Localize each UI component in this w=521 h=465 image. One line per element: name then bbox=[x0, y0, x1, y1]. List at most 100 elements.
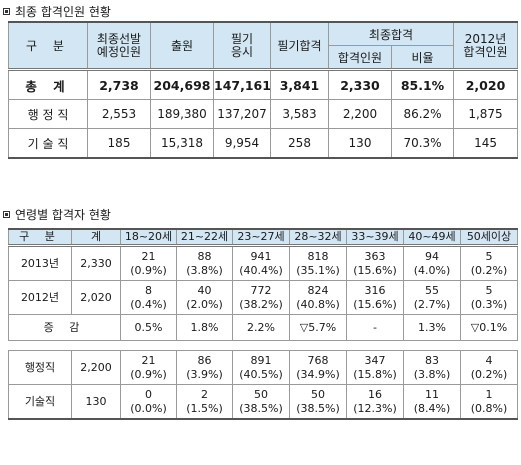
table-subheader-row: 합격인원 비율 bbox=[9, 45, 518, 70]
table-cell: 2,200 bbox=[328, 99, 392, 129]
table-cell: 316 (15.6%) bbox=[346, 280, 404, 315]
row-label: 총 계 bbox=[8, 68, 88, 100]
table-cell: 94 (4.0%) bbox=[403, 244, 461, 281]
table-cell: 891 (40.5%) bbox=[232, 350, 290, 385]
table-cell: 130 bbox=[71, 384, 121, 420]
table-cell: 1.3% bbox=[403, 314, 461, 341]
header-age-33-39: 33~39세 bbox=[346, 228, 404, 246]
table-row-2012: 2012년 2,020 8 (0.4%) 40 (2.0%) 772 (38.2%) … bbox=[8, 280, 518, 315]
header-applicants: 출원 bbox=[150, 21, 214, 70]
table-cell: 347 (15.8%) bbox=[346, 350, 404, 385]
row-label: 2012년 bbox=[8, 280, 72, 315]
header-total: 계 bbox=[71, 228, 121, 246]
section-title-text: 연령별 합격자 현황 bbox=[15, 208, 111, 222]
table-cell: 130 bbox=[328, 128, 392, 159]
header-age-18-20: 18~20세 bbox=[120, 228, 177, 246]
table-cell: 772 (38.2%) bbox=[232, 280, 290, 315]
table-cell: 1 (0.8%) bbox=[460, 384, 518, 420]
table-cell: - bbox=[346, 314, 404, 341]
table-cell: 145 bbox=[453, 128, 519, 159]
table-cell: 88 (3.8%) bbox=[176, 244, 233, 281]
table-cell: 4 (0.2%) bbox=[460, 350, 518, 385]
table-cell: 5 (0.3%) bbox=[460, 280, 518, 315]
section-title-text: 최종 합격인원 현황 bbox=[15, 5, 111, 19]
header-category: 구 분 bbox=[8, 228, 72, 246]
header-category: 구 분 bbox=[8, 21, 88, 70]
table-row-admin: 행 정 직 2,553 189,380 137,207 3,583 2,200 … bbox=[8, 99, 519, 129]
table-cell: 189,380 bbox=[150, 99, 214, 129]
table-cell: 2,200 bbox=[71, 350, 121, 385]
header-age-50-plus: 50세이상 bbox=[460, 228, 518, 246]
table-cell: 55 (2.7%) bbox=[403, 280, 461, 315]
row-label: 2013년 bbox=[8, 244, 72, 281]
table-row-tech: 기 술 직 185 15,318 9,954 258 130 70.3% 145 bbox=[8, 128, 519, 159]
table-cell: 9,954 bbox=[213, 128, 271, 159]
table-cell: 1.8% bbox=[176, 314, 233, 341]
table-cell: 86 (3.9%) bbox=[176, 350, 233, 385]
table-header-row: 구 분 계 18~20세 21~22세 23~27세 28~32세 33~39세… bbox=[8, 228, 518, 246]
row-label: 기술직 bbox=[8, 384, 72, 420]
table-cell: 2,020 bbox=[71, 280, 121, 315]
table-cell: 2,330 bbox=[328, 68, 392, 100]
table-cell: 40 (2.0%) bbox=[176, 280, 233, 315]
table-cell: 818 (35.1%) bbox=[289, 244, 347, 281]
table-cell: 363 (15.6%) bbox=[346, 244, 404, 281]
spacer bbox=[8, 340, 518, 351]
table-cell: 50 (38.5%) bbox=[289, 384, 347, 420]
table-cell: 147,161 bbox=[213, 68, 271, 100]
table-cell: ▽5.7% bbox=[289, 314, 347, 341]
row-label: 증 감 bbox=[8, 314, 121, 341]
header-written-pass: 필기합격 bbox=[270, 21, 329, 70]
header-final-ratio: 비율 bbox=[390, 45, 455, 70]
table-cell: 11 (8.4%) bbox=[403, 384, 461, 420]
table-row-tech: 기술직 130 0 (0.0%) 2 (1.5%) 50 (38.5%) 50 (38.… bbox=[8, 384, 518, 420]
table-cell: 1,875 bbox=[453, 99, 519, 129]
table-cell: 941 (40.4%) bbox=[232, 244, 290, 281]
table-cell: 0.5% bbox=[120, 314, 177, 341]
final-pass-table: 구 분 최종선발 예정인원 출원 필기 응시 필기합격 최종합격 2012년 합… bbox=[8, 21, 519, 159]
section-title-age: 연령별 합격자 현황 bbox=[3, 206, 111, 223]
table-cell: 0 (0.0%) bbox=[120, 384, 177, 420]
table-cell: 50 (38.5%) bbox=[232, 384, 290, 420]
header-age-40-49: 40~49세 bbox=[403, 228, 461, 246]
table-cell: 21 (0.9%) bbox=[120, 244, 177, 281]
table-cell: 185 bbox=[87, 128, 151, 159]
table-cell: 2 (1.5%) bbox=[176, 384, 233, 420]
table-row-admin: 행정직 2,200 21 (0.9%) 86 (3.9%) 891 (40.5%) 7… bbox=[8, 350, 518, 385]
table-cell: 85.1% bbox=[390, 68, 455, 100]
table-cell: 2,330 bbox=[71, 244, 121, 281]
table-cell: 768 (34.9%) bbox=[289, 350, 347, 385]
header-final-count: 합격인원 bbox=[328, 45, 392, 70]
table-cell: 2,553 bbox=[87, 99, 151, 129]
table-row-2013: 2013년 2,330 21 (0.9%) 88 (3.8%) 941 (40.4%)… bbox=[8, 244, 518, 281]
table-spacer-row bbox=[8, 340, 518, 351]
table-cell: 3,583 bbox=[270, 99, 329, 129]
table-cell: 15,318 bbox=[150, 128, 214, 159]
table-cell: 2,738 bbox=[87, 68, 151, 100]
row-label: 행정직 bbox=[8, 350, 72, 385]
table-cell: ▽0.1% bbox=[460, 314, 518, 341]
table-cell: 16 (12.3%) bbox=[346, 384, 404, 420]
table-cell: 824 (40.8%) bbox=[289, 280, 347, 315]
table-cell: 83 (3.8%) bbox=[403, 350, 461, 385]
table-cell: 3,841 bbox=[270, 68, 329, 100]
table-cell: 137,207 bbox=[213, 99, 271, 129]
table-cell: 2,020 bbox=[453, 68, 519, 100]
section-title-final-pass: 최종 합격인원 현황 bbox=[3, 3, 111, 20]
header-final-pass: 최종합격 bbox=[327, 21, 455, 46]
table-cell: 2.2% bbox=[232, 314, 290, 341]
header-age-28-32: 28~32세 bbox=[289, 228, 347, 246]
header-designated: 최종선발 예정인원 bbox=[87, 21, 151, 70]
table-cell: 204,698 bbox=[150, 68, 214, 100]
square-bullet-icon bbox=[3, 8, 10, 15]
age-table: 구 분 계 18~20세 21~22세 23~27세 28~32세 33~39세… bbox=[8, 228, 518, 420]
table-cell: 258 bbox=[270, 128, 329, 159]
table-row-total: 총 계 2,738 204,698 147,161 3,841 2,330 85… bbox=[8, 68, 519, 100]
table-cell: 5 (0.2%) bbox=[460, 244, 518, 281]
table-row-change: 증 감 0.5% 1.8% 2.2% ▽5.7% - 1.3% ▽0.1% bbox=[8, 314, 518, 341]
table-header-row: 구 분 최종선발 예정인원 출원 필기 응시 필기합격 최종합격 2012년 합… bbox=[8, 21, 519, 70]
table-cell: 70.3% bbox=[390, 128, 455, 159]
header-age-21-22: 21~22세 bbox=[176, 228, 233, 246]
table-cell: 8 (0.4%) bbox=[120, 280, 177, 315]
row-label: 기 술 직 bbox=[8, 128, 88, 159]
